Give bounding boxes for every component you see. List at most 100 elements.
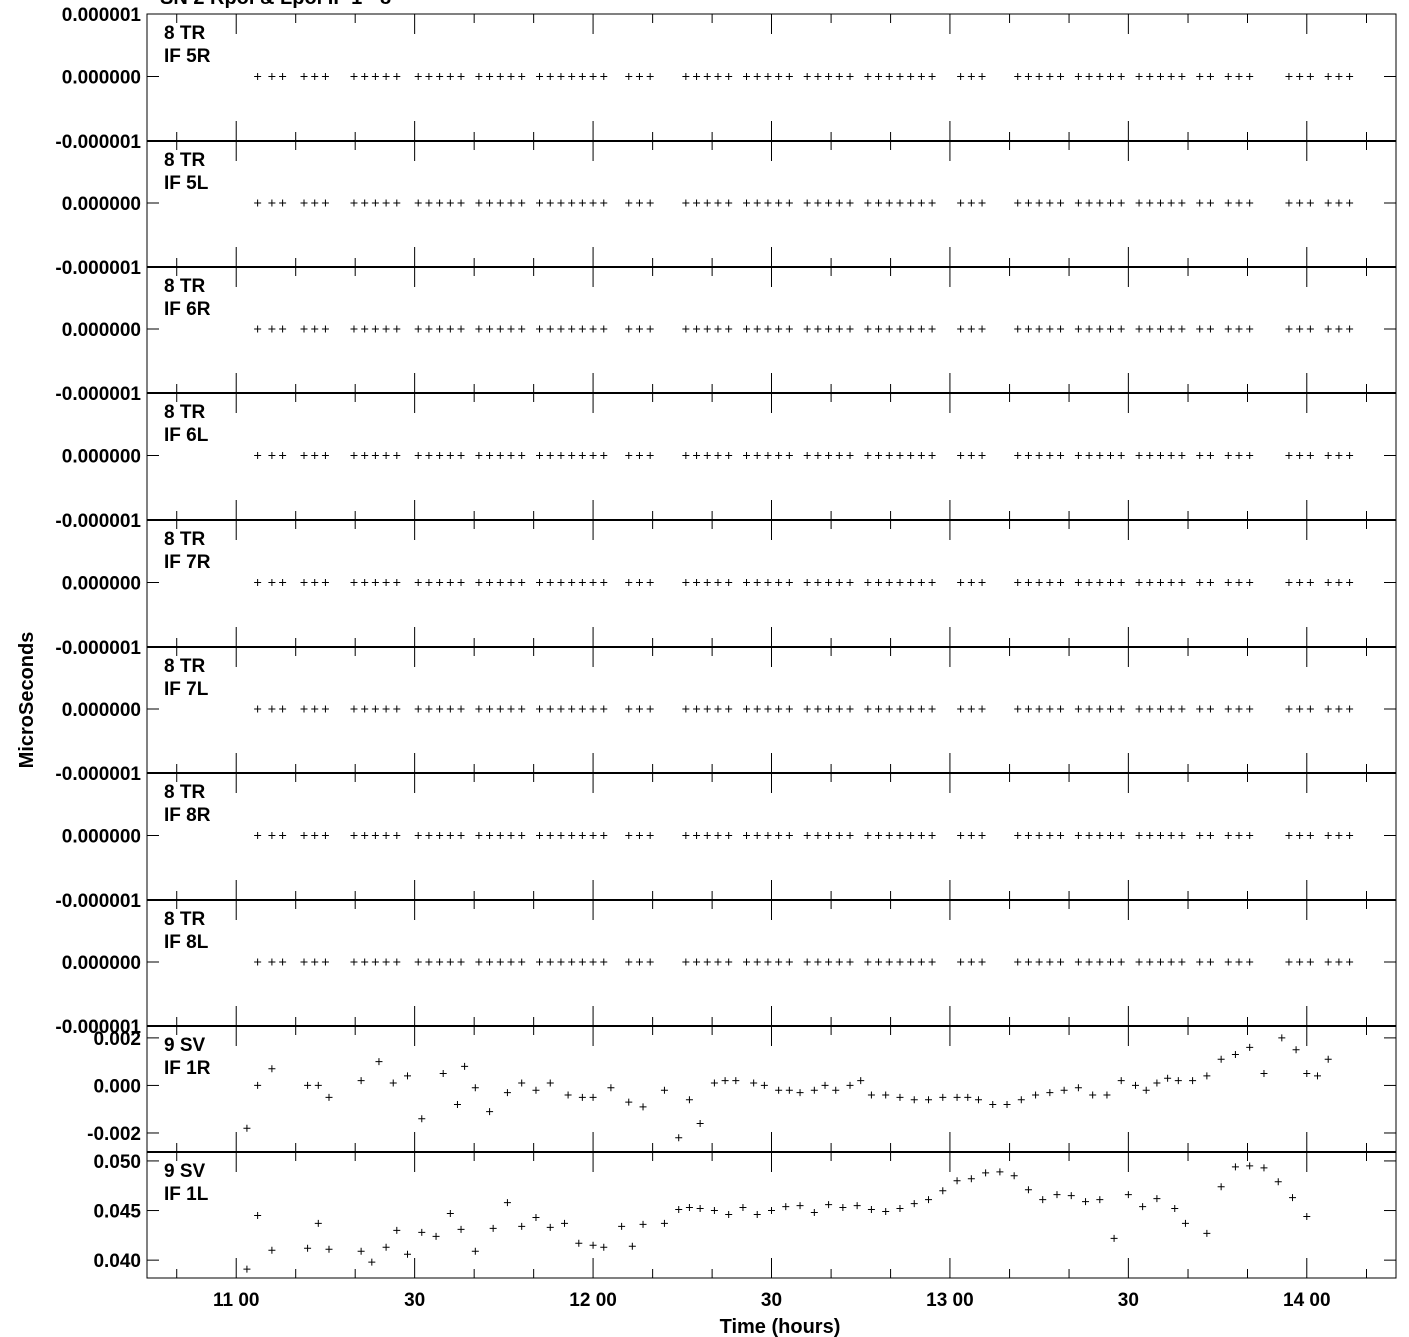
- data-point: [896, 1093, 904, 1101]
- data-point: [279, 73, 287, 80]
- data-point: [1096, 832, 1104, 839]
- data-point: [279, 452, 287, 459]
- data-point: [557, 325, 565, 333]
- data-point: [600, 579, 608, 586]
- data-point: [393, 958, 401, 966]
- data-point: [839, 1204, 847, 1212]
- data-point: [1167, 199, 1175, 207]
- data-point: [536, 579, 544, 586]
- data-point: [475, 325, 483, 333]
- data-point: [1296, 832, 1304, 839]
- data-point: [1306, 452, 1314, 459]
- data-point: [1117, 958, 1125, 966]
- data-point: [518, 958, 526, 966]
- data-point: [436, 832, 444, 839]
- data-point: [775, 832, 783, 839]
- data-point: [311, 958, 319, 966]
- data-point: [382, 579, 390, 586]
- data-point: [1306, 832, 1314, 839]
- data-point: [1110, 1234, 1118, 1242]
- data-point: [814, 579, 822, 586]
- data-point: [475, 579, 483, 586]
- data-point: [1010, 1172, 1018, 1180]
- data-point: [1346, 579, 1354, 586]
- data-point: [471, 1084, 479, 1092]
- data-point: [1335, 832, 1343, 839]
- data-point: [254, 325, 262, 333]
- data-point: [425, 705, 433, 713]
- panel-station-label: 8 TR: [164, 402, 205, 423]
- data-point: [917, 705, 925, 713]
- data-point: [536, 705, 544, 713]
- data-point: [300, 325, 308, 333]
- data-point: [393, 73, 401, 80]
- data-point: [350, 705, 358, 713]
- data-point: [682, 958, 690, 966]
- data-point: [536, 958, 544, 966]
- data-point: [561, 1219, 569, 1227]
- data-point: [693, 958, 701, 966]
- data-point: [486, 325, 494, 333]
- data-point: [371, 832, 379, 839]
- data-point: [635, 325, 643, 333]
- data-point: [507, 832, 515, 839]
- data-point: [885, 199, 893, 207]
- data-point: [254, 452, 262, 459]
- data-point: [835, 958, 843, 966]
- data-point: [568, 958, 576, 966]
- data-point: [1296, 199, 1304, 207]
- data-point: [507, 73, 515, 80]
- data-point: [371, 325, 379, 333]
- data-point: [1060, 1086, 1068, 1094]
- data-point: [1246, 1043, 1254, 1051]
- data-point: [382, 832, 390, 839]
- data-point: [1206, 958, 1214, 966]
- data-point: [693, 452, 701, 459]
- data-point: [1324, 705, 1332, 713]
- data-point: [475, 73, 483, 80]
- data-point: [1260, 1164, 1268, 1172]
- data-point: [446, 73, 454, 80]
- data-point: [1035, 579, 1043, 586]
- data-point: [635, 199, 643, 207]
- data-point: [557, 199, 565, 207]
- data-point: [1167, 705, 1175, 713]
- data-point: [682, 579, 690, 586]
- data-point: [1146, 325, 1154, 333]
- data-point: [1324, 199, 1332, 207]
- data-point: [486, 579, 494, 586]
- data-point: [693, 199, 701, 207]
- data-point: [436, 199, 444, 207]
- data-point: [825, 958, 833, 966]
- data-point: [1346, 832, 1354, 839]
- data-point: [507, 958, 515, 966]
- data-point: [1196, 958, 1204, 966]
- data-point: [957, 199, 965, 207]
- data-point: [1346, 705, 1354, 713]
- data-point: [589, 705, 597, 713]
- y-tick-label: -0.002: [87, 1124, 141, 1145]
- data-point: [1306, 958, 1314, 966]
- panel-if-label: IF 8R: [164, 805, 211, 826]
- data-point: [1292, 1046, 1300, 1054]
- data-point: [814, 452, 822, 459]
- data-point: [635, 832, 643, 839]
- y-tick-label: 0.000000: [62, 194, 141, 215]
- data-point: [1178, 73, 1186, 80]
- data-point: [304, 1081, 312, 1089]
- data-point: [810, 1086, 818, 1094]
- data-point: [753, 325, 761, 333]
- data-point: [714, 958, 722, 966]
- data-point: [486, 73, 494, 80]
- panel-if-label: IF 5L: [164, 173, 209, 194]
- data-point: [589, 958, 597, 966]
- data-point: [646, 199, 654, 207]
- data-point: [725, 705, 733, 713]
- data-point: [1117, 832, 1125, 839]
- y-tick-label: 0.000000: [62, 574, 141, 595]
- data-point: [279, 325, 287, 333]
- data-point: [1146, 199, 1154, 207]
- data-point: [625, 325, 633, 333]
- data-point: [1246, 325, 1254, 333]
